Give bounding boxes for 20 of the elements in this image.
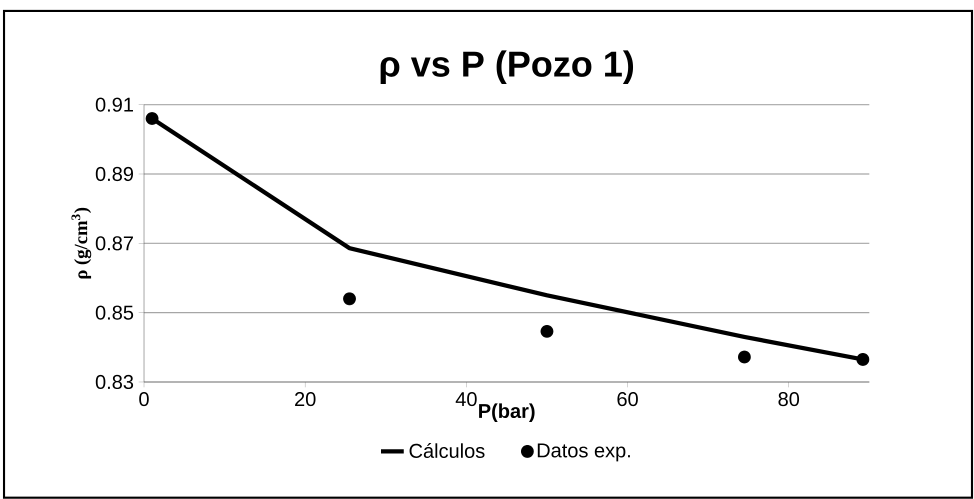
- x-tick-label: 20: [295, 392, 316, 406]
- point: [146, 112, 158, 125]
- x-tick-label: 60: [617, 392, 638, 406]
- point: [738, 350, 751, 364]
- y-tick-label: 0.91: [96, 98, 133, 112]
- point: [343, 292, 356, 306]
- point: [540, 324, 554, 338]
- y-tick-label: 0.85: [96, 306, 134, 320]
- y-tick-label: 0.89: [96, 166, 134, 182]
- y-tick-label: 0.83: [96, 374, 134, 390]
- x-tick-label: 40: [456, 392, 477, 406]
- point: [856, 353, 870, 366]
- x-tick-label: 80: [778, 392, 800, 406]
- x-axis-title: P(bar): [479, 403, 535, 422]
- legend-label: Datos exp.: [538, 444, 630, 462]
- chart-title: ρ vs P (Pozo 1): [380, 50, 634, 84]
- legend-label: Cálculos: [410, 443, 484, 458]
- x-tick-label: 0: [139, 392, 149, 406]
- y-tick-label: 0.87: [96, 236, 133, 250]
- y-axis-title: ρ (g/cm$^{3}$): [71, 208, 92, 279]
